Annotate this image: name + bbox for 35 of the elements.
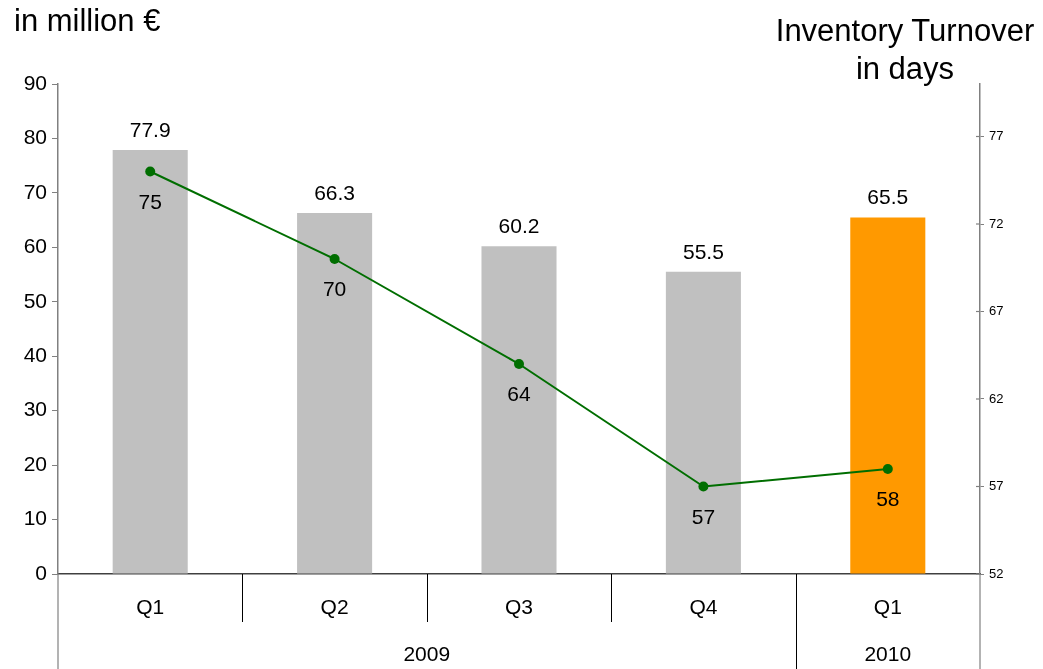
y-tick-label: 20 [23, 451, 47, 475]
y-tick-label: 90 [23, 70, 47, 94]
y2-tick-label: 57 [989, 478, 1004, 494]
y-tick-label: 40 [23, 343, 47, 367]
y2-tick-label: 72 [989, 215, 1004, 231]
data-label: 58 [876, 487, 900, 510]
data-label: 64 [507, 382, 531, 405]
y-tick-label: 10 [23, 506, 47, 530]
y2-axis-title: Inventory Turnover in days [774, 12, 1036, 88]
y2-tick-label: 52 [989, 565, 1004, 581]
data-label: 65.5 [867, 185, 909, 209]
data-label: 57 [691, 504, 716, 528]
text: 2009 [403, 642, 451, 665]
data-label: 60.2 [498, 214, 540, 238]
x-tick-label: Q3 [504, 595, 534, 619]
data-label: 55.5 [682, 239, 724, 263]
y2-tick-label: 77 [989, 128, 1004, 144]
x-tick-label: Q1 [136, 595, 165, 619]
data-label: 75 [138, 189, 162, 213]
text: 2010 [864, 642, 912, 665]
y-tick-label: 70 [23, 179, 47, 203]
x-tick-label: Q2 [320, 595, 349, 619]
y2-tick-label: 62 [989, 390, 1004, 406]
y-tick-label: 60 [23, 234, 47, 258]
data-label: 77.9 [129, 117, 171, 141]
y-tick-label: 80 [23, 125, 47, 149]
y-axis-title: in million € [14, 3, 161, 39]
y-tick-label: 0 [35, 560, 47, 584]
x-tick-label: Q1 [873, 595, 902, 619]
y-tick-label: 30 [23, 397, 47, 421]
data-label: 66.3 [314, 181, 356, 205]
x-tick-label: Q4 [689, 595, 718, 619]
y2-tick-label: 67 [989, 303, 1004, 319]
y-tick-label: 50 [23, 288, 47, 312]
data-label: 70 [322, 277, 347, 300]
